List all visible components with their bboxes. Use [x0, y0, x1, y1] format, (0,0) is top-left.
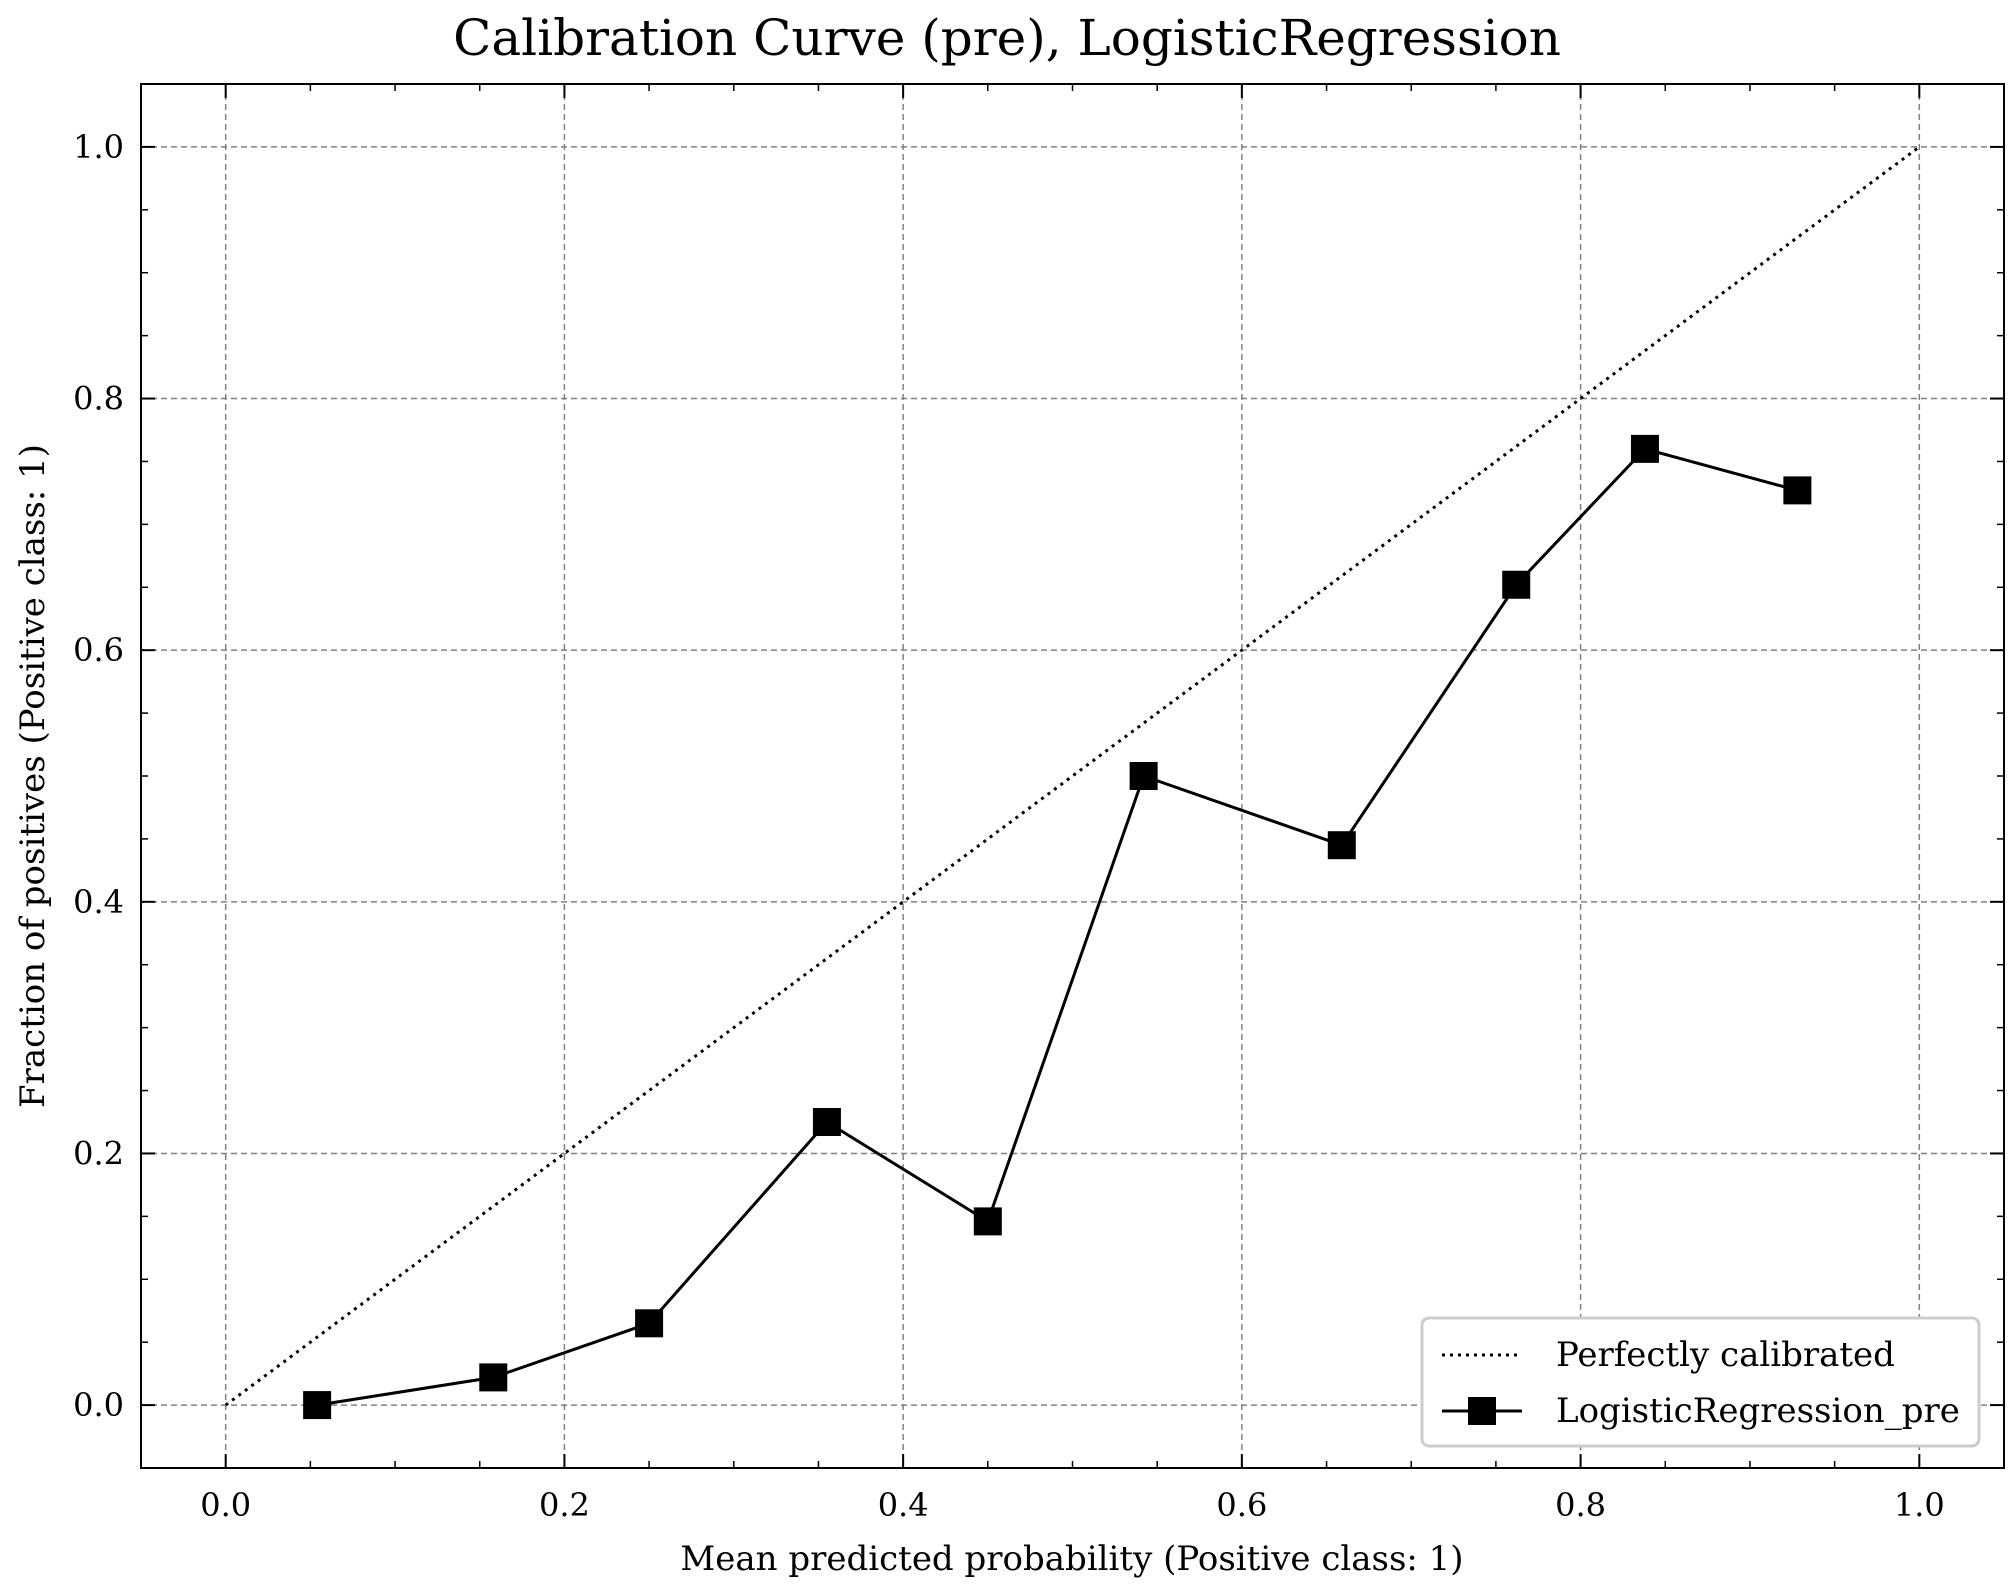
x-tick-label: 1.0 [1894, 1486, 1945, 1524]
legend-label-perfect: Perfectly calibrated [1556, 1335, 1895, 1375]
y-axis-label: Fraction of positives (Positive class: 1… [13, 444, 53, 1108]
legend-box [1420, 1316, 1981, 1448]
x-axis-label: Mean predicted probability (Positive cla… [680, 1539, 1463, 1579]
logreg-point [1783, 476, 1812, 505]
y-tick-label: 0.6 [73, 631, 124, 669]
y-tick-label: 1.0 [73, 128, 124, 166]
calibration-series [303, 434, 1812, 1420]
logreg-point [303, 1391, 332, 1420]
x-tick-label: 0.8 [1555, 1486, 1606, 1524]
perfect-calibration-line [224, 145, 1921, 1407]
legend: Perfectly calibrated LogisticRegression_… [1420, 1316, 1981, 1448]
logreg-line [316, 447, 1798, 1407]
legend-marker-logreg [1468, 1397, 1496, 1425]
grid [141, 84, 2004, 1468]
x-tick-label: 0.6 [1216, 1486, 1267, 1524]
y-tick-label: 0.2 [73, 1134, 124, 1172]
logreg-point [973, 1207, 1002, 1236]
axis-ticks: 0.0 0.2 0.4 0.6 0.8 1.0 0.0 0.2 0.4 0.6 0.8 1.0 [73, 83, 2005, 1524]
x-tick-label: 0.2 [539, 1486, 590, 1524]
legend-label-logreg: LogisticRegression_pre [1556, 1391, 1960, 1431]
logreg-point [1129, 762, 1158, 790]
chart-title: Calibration Curve (pre), LogisticRegress… [453, 9, 1561, 67]
diagonal-series [224, 145, 1921, 1407]
y-tick-label: 0.8 [73, 380, 124, 418]
logreg-point [1630, 434, 1659, 463]
logreg-point [812, 1108, 841, 1136]
y-tick-label: 0.4 [73, 883, 124, 921]
x-tick-label: 0.4 [878, 1486, 929, 1524]
logreg-point [635, 1309, 664, 1338]
logreg-point [1327, 831, 1356, 860]
x-tick-label: 0.0 [200, 1486, 251, 1524]
y-tick-label: 0.0 [73, 1386, 124, 1424]
logreg-point [1502, 570, 1531, 599]
logreg-point [479, 1363, 508, 1392]
